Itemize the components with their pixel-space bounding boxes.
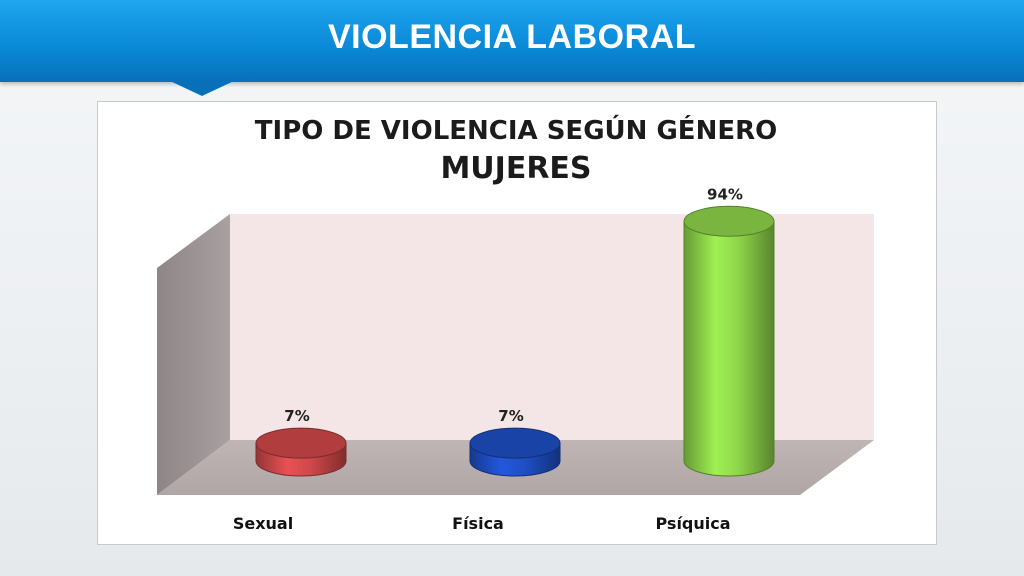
side-wall	[157, 214, 230, 495]
slide-title: VIOLENCIA LABORAL	[327, 18, 696, 56]
bar-física	[469, 427, 561, 477]
bar-sexual	[255, 427, 347, 477]
back-wall	[230, 214, 874, 440]
bar-body	[683, 220, 775, 477]
x-tick-label: Física	[452, 514, 504, 533]
x-tick-label: Sexual	[233, 514, 293, 533]
bar-psíquica	[683, 205, 775, 477]
bar-top	[469, 427, 561, 459]
chart-title: TIPO DE VIOLENCIA SEGÚN GÉNERO MUJERES	[97, 116, 935, 184]
header-notch	[168, 80, 236, 96]
chart-title-main: TIPO DE VIOLENCIA SEGÚN GÉNERO	[254, 116, 778, 146]
data-label: 7%	[284, 407, 309, 425]
x-tick-label: Psíquica	[655, 514, 730, 533]
chart-subtitle: MUJERES	[440, 151, 592, 186]
header-bar: VIOLENCIA LABORAL	[0, 0, 1024, 82]
data-label: 94%	[707, 185, 743, 203]
bar-top	[255, 427, 347, 459]
data-label: 7%	[498, 407, 523, 425]
bar-top	[683, 205, 775, 237]
